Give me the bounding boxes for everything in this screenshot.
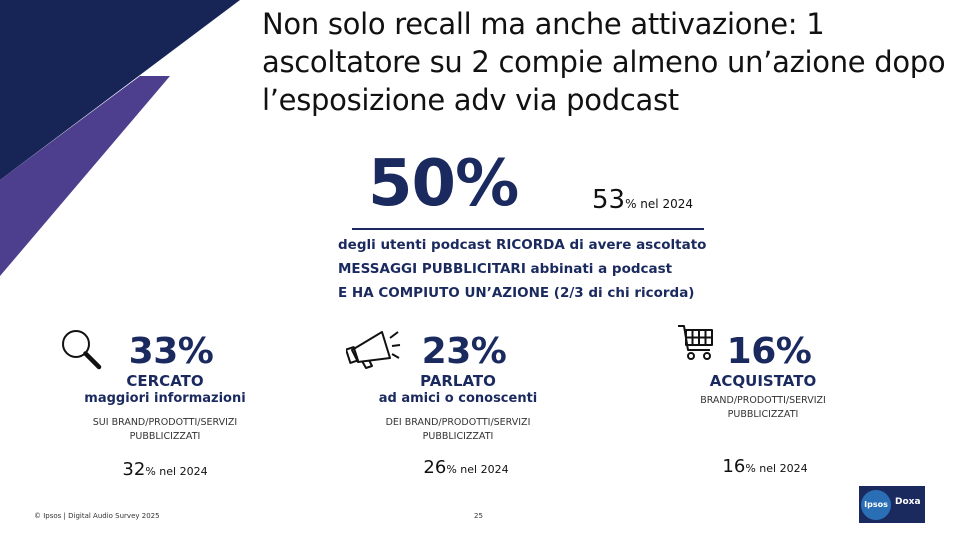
stat-previous-year: 32% nel 2024 xyxy=(60,458,270,484)
slide-title: Non solo recall ma anche attivazione: 1 … xyxy=(262,7,946,117)
headline-percentage: 50% xyxy=(368,147,519,221)
shopping-cart-icon xyxy=(678,325,713,360)
stat-note-line: SUI BRAND/PRODOTTI/SERVIZI xyxy=(92,417,238,428)
stat-previous-year: 16% nel 2024 xyxy=(662,455,868,481)
page-number: 25 xyxy=(474,512,483,520)
stat-subtitle: ad amici o conoscenti xyxy=(378,391,538,406)
stat-previous-suffix: % nel 2024 xyxy=(745,462,808,475)
doxa-logo-text: Doxa xyxy=(895,497,921,507)
stat-previous-year: 26% nel 2024 xyxy=(360,456,572,482)
headline-desc-line: degli utenti podcast RICORDA di avere as… xyxy=(338,237,707,253)
stat-note: SUI BRAND/PRODOTTI/SERVIZI PUBBLICIZZATI xyxy=(60,416,270,444)
stat-previous-suffix: % nel 2024 xyxy=(145,465,208,478)
stat-note: DEI BRAND/PRODOTTI/SERVIZI PUBBLICIZZATI xyxy=(352,416,564,444)
ipsos-logo-mark: Ipsos xyxy=(861,490,891,520)
stat-action: PARLATO xyxy=(420,372,496,390)
stat-percentage: 23% xyxy=(421,331,507,372)
stat-note-line: PUBBLICIZZATI xyxy=(129,431,201,442)
stat-note-line: PUBBLICIZZATI xyxy=(422,431,494,442)
stat-previous-suffix: % nel 2024 xyxy=(446,463,509,476)
headline-description: degli utenti podcast RICORDA di avere as… xyxy=(338,233,706,305)
stat-note: BRAND/PRODOTTI/SERVIZI PUBBLICIZZATI xyxy=(660,394,866,422)
stat-previous-value: 26 xyxy=(423,457,447,478)
stat-percentage: 33% xyxy=(128,331,214,372)
stat-note-line: DEI BRAND/PRODOTTI/SERVIZI xyxy=(385,417,531,428)
stat-percentage: 16% xyxy=(726,331,812,372)
stat-action: CERCATO xyxy=(126,372,204,390)
stat-previous-value: 32 xyxy=(122,459,146,480)
stat-parlato: 23% PARLATO ad amici o conoscenti DEI BR… xyxy=(352,332,564,444)
headline-desc-line: MESSAGGI PUBBLICITARI abbinati a podcast xyxy=(338,261,673,277)
stat-cercato: 33% CERCATO maggiori informazioni SUI BR… xyxy=(60,332,270,444)
headline-previous-year: 53% nel 2024 xyxy=(592,183,693,221)
headline-desc-line: E HA COMPIUTO UN’AZIONE (2/3 di chi rico… xyxy=(338,285,695,301)
stat-subtitle: maggiori informazioni xyxy=(84,391,246,406)
ipsos-doxa-logo: Ipsos Doxa xyxy=(859,486,925,523)
headline-divider xyxy=(352,228,704,230)
footer-source: © Ipsos | Digital Audio Survey 2025 xyxy=(34,512,160,520)
stat-action: ACQUISTATO xyxy=(709,372,817,390)
stat-acquistato: 16% ACQUISTATO BRAND/PRODOTTI/SERVIZI PU… xyxy=(660,332,866,422)
headline-previous-suffix: % nel 2024 xyxy=(625,197,693,211)
headline-previous-value: 53 xyxy=(592,185,626,215)
megaphone-icon xyxy=(346,331,401,369)
stat-previous-value: 16 xyxy=(722,456,746,477)
stat-note-line: PUBBLICIZZATI xyxy=(727,409,799,420)
corner-decoration xyxy=(0,0,240,276)
magnifier-icon xyxy=(62,330,102,370)
stat-note-line: BRAND/PRODOTTI/SERVIZI xyxy=(700,395,826,406)
